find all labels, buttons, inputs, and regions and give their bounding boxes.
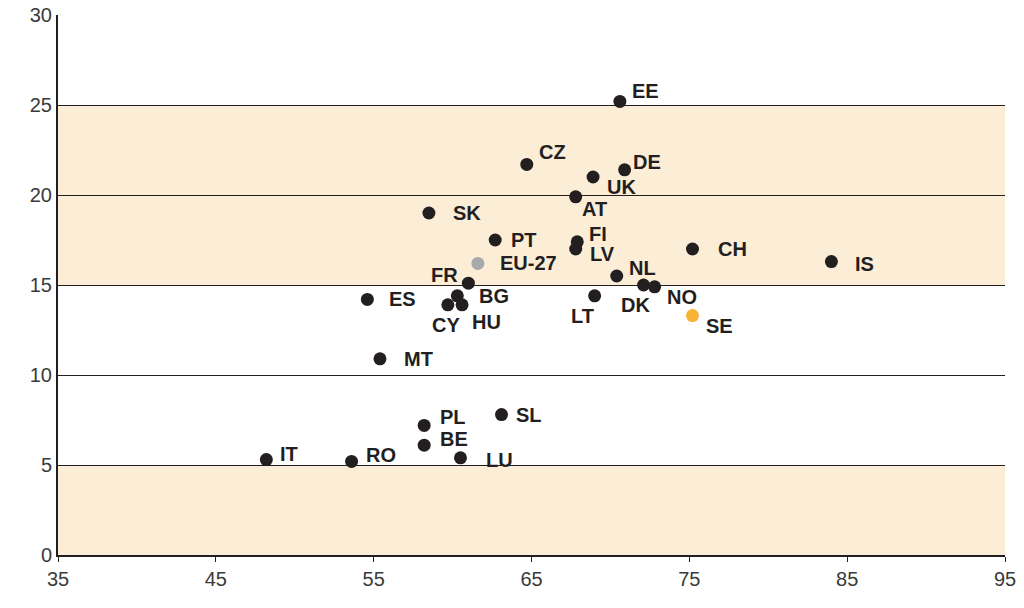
svg-text:SL: SL [516, 404, 542, 426]
svg-text:5: 5 [41, 454, 52, 476]
svg-text:HU: HU [472, 311, 501, 333]
svg-text:65: 65 [520, 568, 542, 590]
svg-text:LU: LU [486, 449, 513, 471]
svg-text:FR: FR [431, 264, 458, 286]
svg-text:NL: NL [629, 257, 656, 279]
svg-text:85: 85 [836, 568, 858, 590]
svg-text:AT: AT [582, 198, 607, 220]
svg-text:EE: EE [632, 80, 659, 102]
svg-text:0: 0 [41, 544, 52, 566]
svg-text:CY: CY [432, 314, 460, 336]
svg-text:30: 30 [30, 4, 52, 26]
svg-text:CH: CH [718, 238, 747, 260]
svg-text:NO: NO [667, 286, 697, 308]
svg-text:SE: SE [706, 315, 733, 337]
svg-text:PL: PL [440, 406, 466, 428]
svg-text:SK: SK [453, 202, 481, 224]
svg-text:55: 55 [363, 568, 385, 590]
svg-text:95: 95 [994, 568, 1016, 590]
svg-text:DE: DE [633, 151, 661, 173]
svg-text:35: 35 [47, 568, 69, 590]
svg-text:75: 75 [678, 568, 700, 590]
svg-text:IT: IT [280, 443, 298, 465]
svg-text:IS: IS [855, 253, 874, 275]
svg-text:MT: MT [404, 348, 433, 370]
svg-text:BE: BE [440, 428, 468, 450]
svg-text:25: 25 [30, 94, 52, 116]
svg-text:10: 10 [30, 364, 52, 386]
svg-text:BG: BG [479, 285, 509, 307]
svg-text:EU-27: EU-27 [500, 252, 557, 274]
svg-text:45: 45 [205, 568, 227, 590]
svg-text:DK: DK [621, 294, 650, 316]
svg-text:CZ: CZ [539, 141, 566, 163]
svg-text:15: 15 [30, 274, 52, 296]
svg-text:PT: PT [511, 229, 537, 251]
svg-text:ES: ES [389, 288, 416, 310]
svg-text:LV: LV [590, 243, 615, 265]
svg-text:UK: UK [607, 176, 636, 198]
svg-text:FI: FI [589, 223, 607, 245]
svg-text:20: 20 [30, 184, 52, 206]
svg-text:RO: RO [366, 444, 396, 466]
svg-text:LT: LT [571, 305, 594, 327]
